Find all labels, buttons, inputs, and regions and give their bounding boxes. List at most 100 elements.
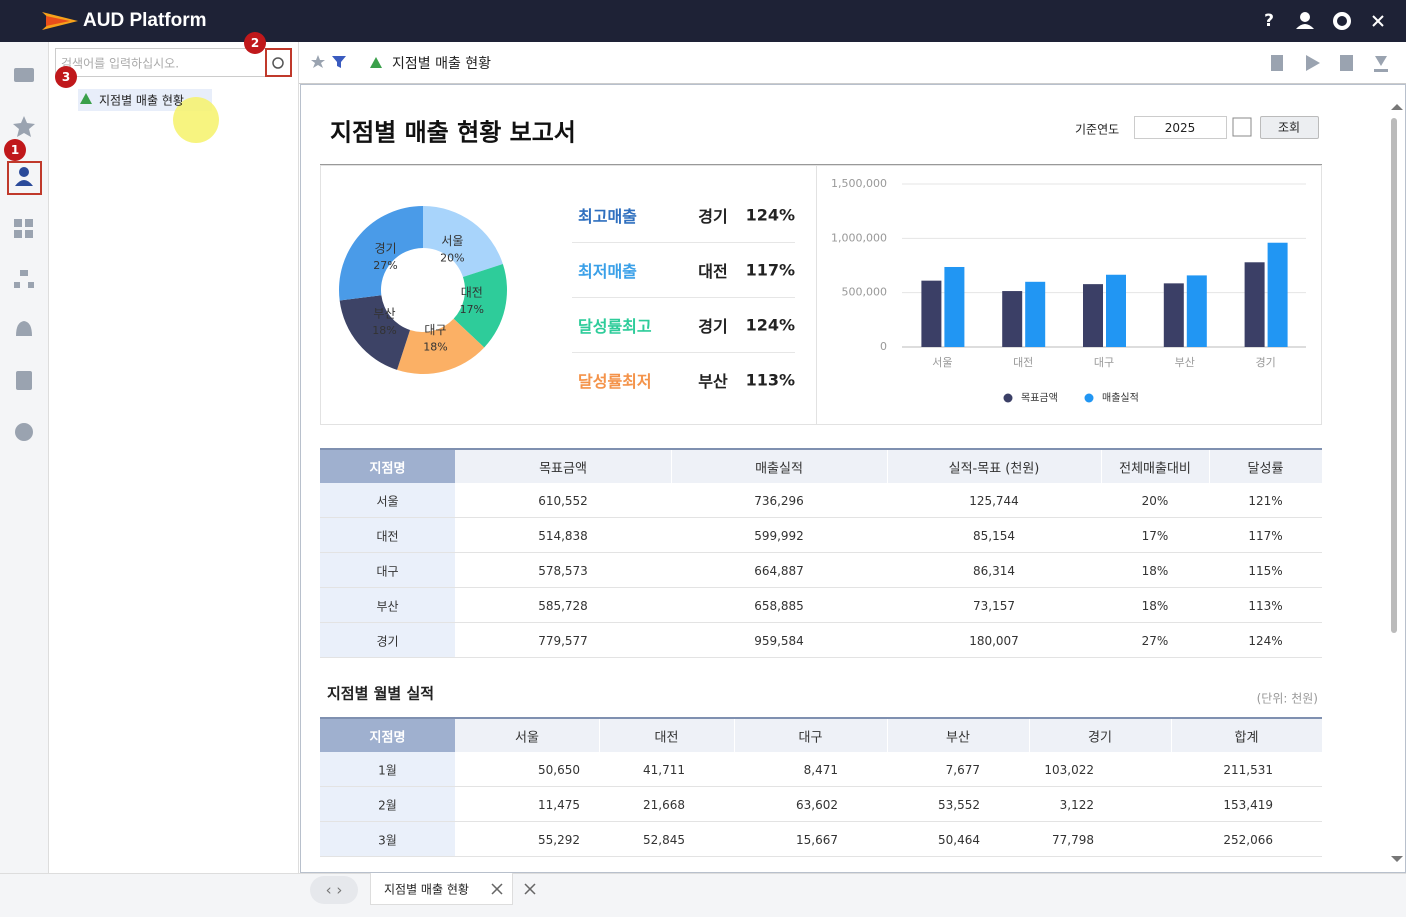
y-tick-label: 500,000 [842,286,888,299]
summary-label: 달성률최고 [578,317,652,336]
column-header: 합계 [1234,730,1259,745]
top-bar [0,0,1406,42]
bar [1002,291,1023,347]
row-header: 서울 [376,494,399,508]
rail-selected[interactable] [7,161,42,195]
table-header [320,717,1322,752]
table-cell: 53,552 [938,797,980,812]
table-cell: 180,007 [969,633,1019,648]
table-cell: 658,885 [754,598,804,613]
bar [944,266,965,347]
table-cell: 959,584 [754,633,804,648]
table-cell: 103,022 [1044,762,1094,777]
row-divider [320,587,1322,588]
scrollbar-thumb[interactable] [1391,118,1397,633]
bar [1244,262,1265,347]
row-divider [320,622,1322,623]
filter-label: 기준연도 [1075,122,1120,137]
table-cell: 18% [1141,598,1169,613]
summary-rate: 124% [745,315,795,335]
table-cell: 3,122 [1059,797,1094,812]
search-button[interactable] [265,48,292,77]
table-cell: 50,650 [538,762,580,777]
slice-label: 대전 [461,285,483,299]
table-cell: 11,475 [538,797,580,812]
legend-label: 목표금액 [1021,392,1058,404]
table-cell: 15,667 [796,832,838,847]
table-cell: 17% [1141,528,1169,543]
tree-item[interactable]: 지점별 매출 현황 [99,93,184,108]
table-cell: 7,677 [945,762,980,777]
bar [1106,274,1126,347]
column-divider [887,719,888,752]
table-cell: 664,887 [754,563,804,578]
x-tick-label: 부산 [1175,356,1195,369]
row-divider [320,552,1322,553]
filter-value[interactable]: 2025 [1164,121,1196,135]
table-header-first [320,448,455,483]
table-cell: 8,471 [803,762,838,777]
summary-rate: 124% [745,205,795,225]
search-query-button[interactable] [1260,116,1319,139]
column-header: 부산 [946,730,970,745]
panel-divider [816,165,817,425]
search-icon [272,57,284,69]
step-badge: 3 [55,66,77,88]
summary-label: 달성률최저 [578,372,652,391]
query-button[interactable]: 조회 [1277,120,1301,135]
table-cell: 21,668 [643,797,685,812]
column-divider [1209,450,1210,483]
bar [1186,275,1207,347]
y-tick-label: 1,500,000 [831,177,887,190]
table-header [320,448,1322,483]
tab-nav[interactable]: ‹ › [310,876,358,904]
summary-branch: 경기 [698,317,728,336]
tab[interactable] [370,873,513,905]
chart-panel [320,165,1322,425]
row-divider [320,657,1322,658]
donut-slice [423,206,503,278]
bar [1267,242,1288,347]
table-cell: 77,798 [1052,832,1094,847]
row-header-bg [320,752,455,857]
table-cell: 85,154 [973,528,1015,543]
row-header: 1월 [378,763,397,777]
table-cell: 514,838 [538,528,588,543]
table-cell: 125,744 [969,493,1019,508]
unit-label: (단위: 천원) [1256,691,1318,706]
slice-label: 부산 [373,306,395,320]
logo [42,12,78,30]
x-tick-label: 대전 [1013,356,1033,369]
column-header: 지점명 [369,730,406,745]
cursor-highlight [173,97,219,143]
summary-rate: 117% [745,260,795,280]
summary-label: 최고매출 [578,207,637,226]
slice-label: 경기 [374,241,396,255]
year-input[interactable] [1134,116,1227,139]
table-cell: 211,531 [1223,762,1273,777]
column-header: 경기 [1088,730,1112,745]
column-divider [671,450,672,483]
row-header: 경기 [376,634,399,648]
summary-rate: 113% [745,370,795,390]
table-cell: 113% [1248,598,1283,613]
column-divider [887,450,888,483]
table-cell: 55,292 [538,832,580,847]
table-cell: 610,552 [538,493,588,508]
table-cell: 252,066 [1223,832,1273,847]
column-divider [1101,450,1102,483]
table-cell: 736,296 [754,493,804,508]
toolbar [299,42,1406,84]
summary-divider [572,352,795,353]
tab-title[interactable]: 지점별 매출 현황 [384,882,469,897]
tab-close[interactable] [491,883,536,895]
help-button[interactable]: ? [1264,11,1274,31]
donut-slice [453,264,507,348]
y-tick-label: 1,000,000 [831,231,887,244]
calendar-icon[interactable] [1232,117,1252,137]
table-cell: 52,845 [643,832,685,847]
section-title: 지점별 월별 실적 [327,684,435,703]
column-header: 달성률 [1247,461,1284,476]
